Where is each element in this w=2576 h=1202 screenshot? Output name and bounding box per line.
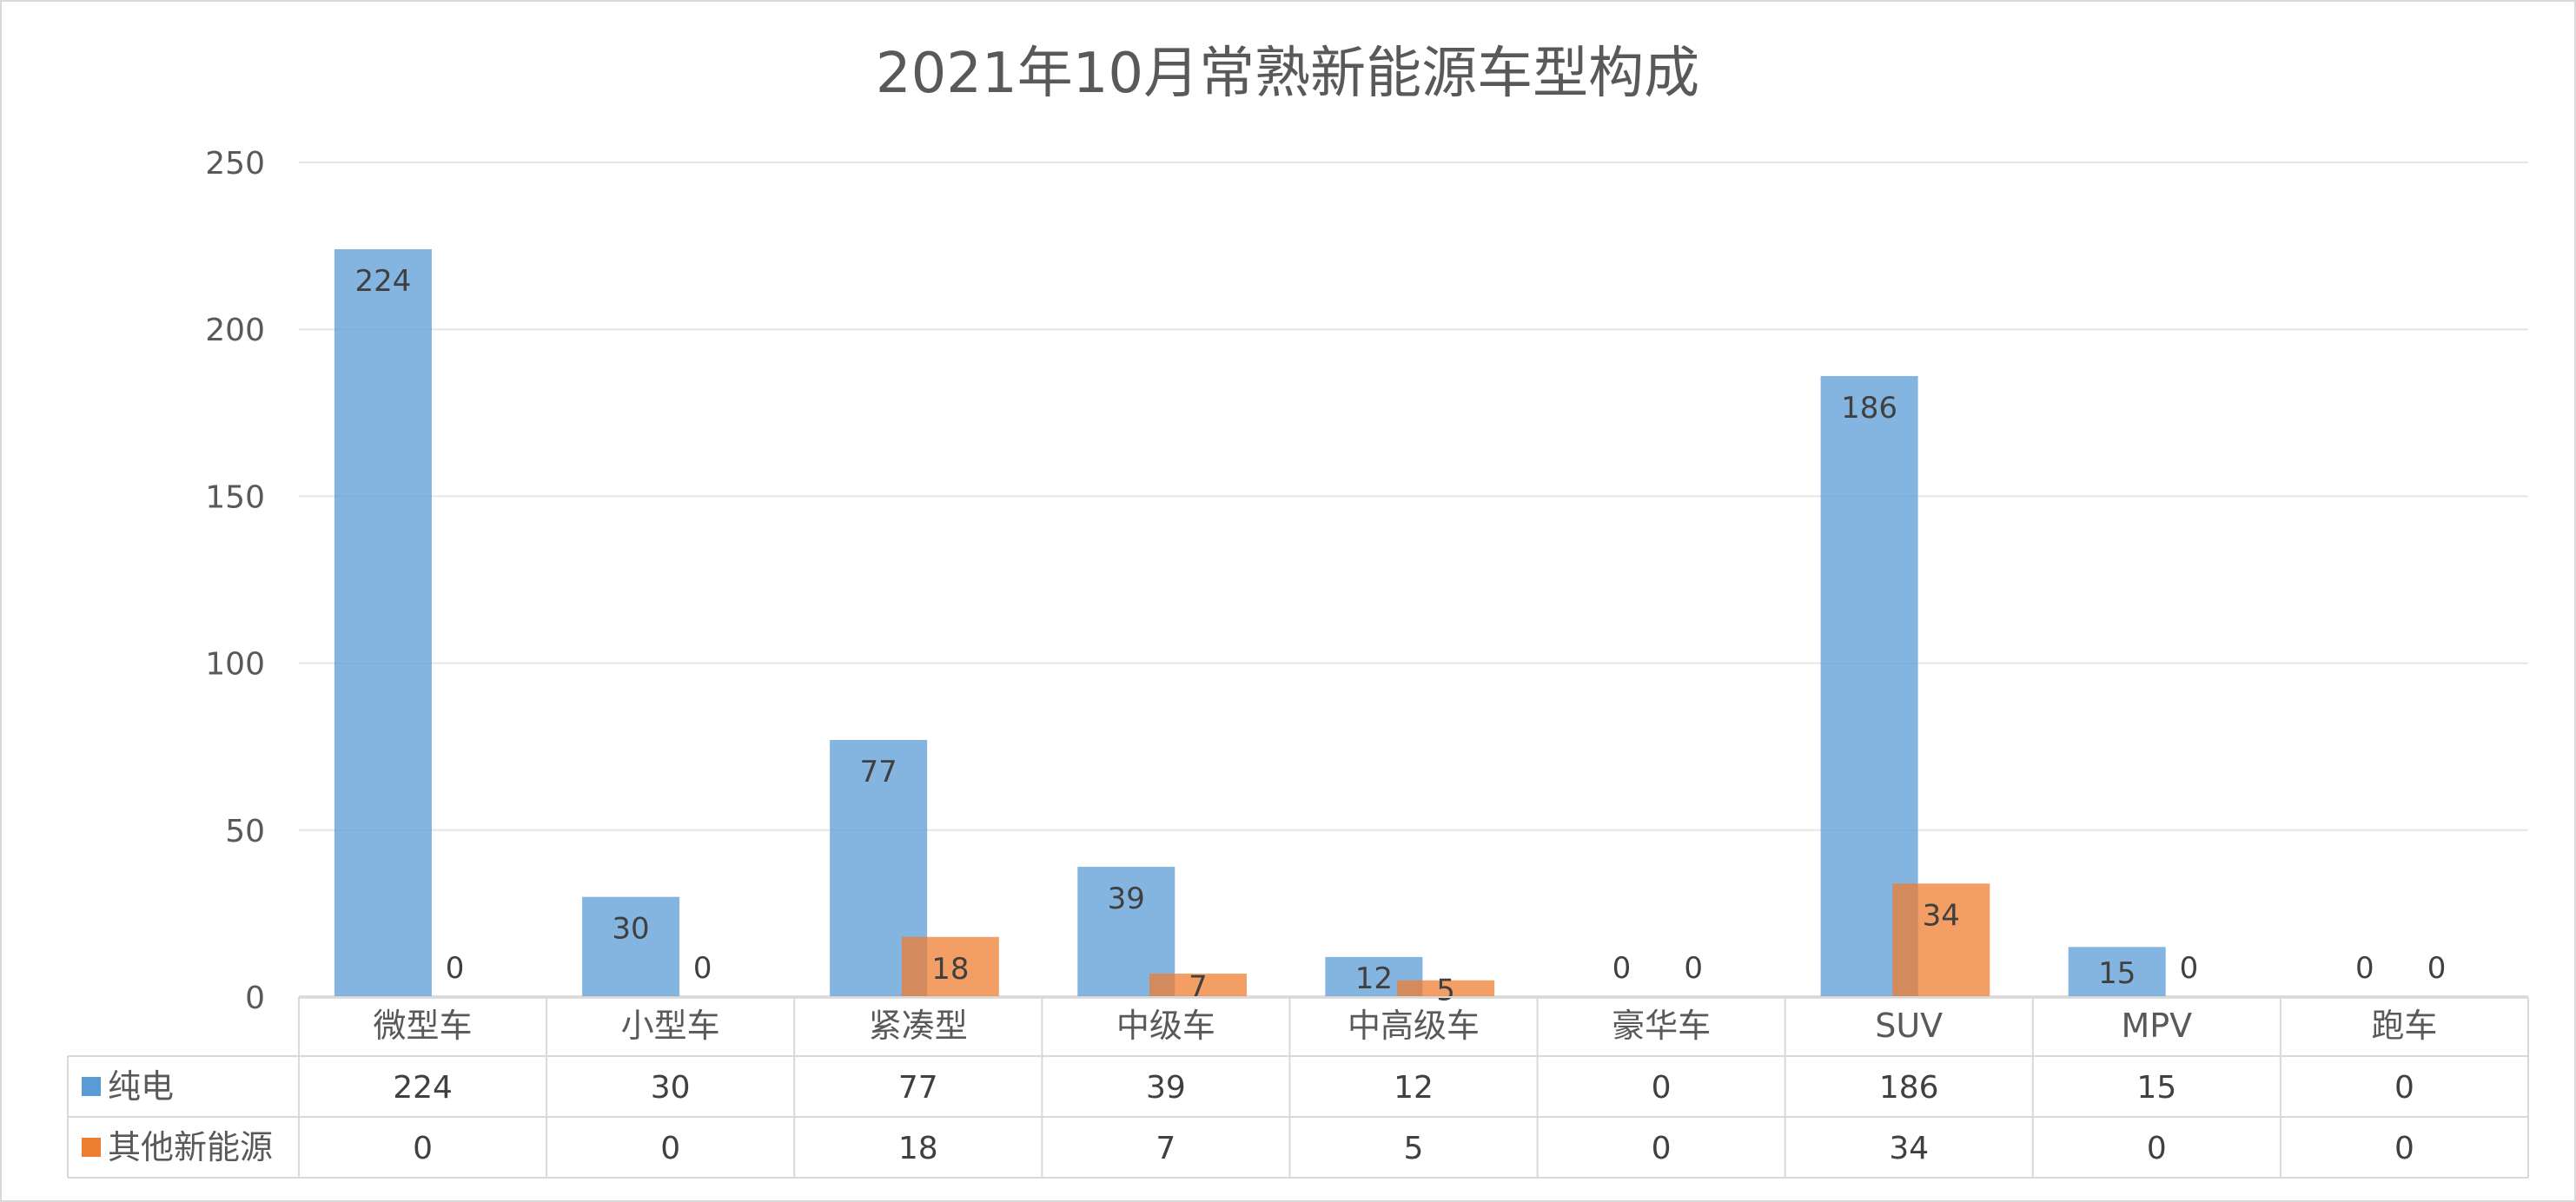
- x-category-label: 紧凑型: [869, 1007, 968, 1045]
- x-category-label: MPV: [2121, 1007, 2192, 1045]
- legend-label: 其他新能源: [108, 1128, 273, 1166]
- legend-label: 纯电: [108, 1067, 174, 1106]
- data-label: 0: [693, 951, 712, 986]
- y-tick-label: 150: [205, 479, 265, 515]
- table-cell: 0: [2147, 1131, 2167, 1166]
- data-label: 15: [2098, 956, 2136, 991]
- data-label: 0: [2355, 951, 2374, 986]
- chart-title: 2021年10月常熟新能源车型构成: [876, 42, 1699, 106]
- y-tick-label: 0: [245, 981, 265, 1016]
- table-cell: 18: [898, 1131, 938, 1166]
- table-cell: 0: [1652, 1070, 1672, 1106]
- table-cell: 0: [2394, 1131, 2414, 1166]
- data-label: 30: [612, 912, 649, 947]
- data-label: 7: [1189, 970, 1208, 1005]
- bar-other-nev: [1149, 974, 1247, 997]
- x-category-label: 中级车: [1116, 1007, 1215, 1045]
- data-label: 0: [1612, 951, 1632, 986]
- table-cell: 34: [1889, 1131, 1929, 1166]
- table-cell: 77: [898, 1070, 938, 1106]
- data-label: 186: [1841, 391, 1897, 426]
- table-cell: 0: [413, 1131, 433, 1166]
- x-category-label: 小型车: [621, 1007, 720, 1045]
- data-label: 224: [354, 264, 411, 299]
- legend-swatch-other-nev: [82, 1138, 101, 1157]
- table-cell: 15: [2136, 1070, 2176, 1106]
- y-tick-label: 200: [205, 313, 265, 348]
- x-category-label: 跑车: [2371, 1007, 2437, 1045]
- bar-other-nev: [1892, 883, 1990, 997]
- y-tick-label: 100: [205, 647, 265, 683]
- table-cell: 5: [1404, 1131, 1424, 1166]
- data-label: 39: [1108, 882, 1145, 916]
- bar-other-nev: [1397, 980, 1495, 997]
- table-cell: 39: [1146, 1070, 1186, 1106]
- table-cell: 0: [660, 1131, 680, 1166]
- data-label: 18: [931, 952, 969, 987]
- table-cell: 0: [2394, 1070, 2414, 1106]
- data-label: 77: [860, 755, 897, 789]
- bar-other-nev: [901, 936, 999, 997]
- bar-pure-ev: [2068, 947, 2166, 997]
- data-label: 0: [446, 951, 465, 986]
- legend-swatch-pure-ev: [82, 1077, 101, 1096]
- table-cell: 186: [1879, 1070, 1939, 1106]
- data-label: 12: [1355, 961, 1393, 996]
- x-category-label: 豪华车: [1612, 1007, 1711, 1045]
- table-cell: 12: [1394, 1070, 1434, 1106]
- bar-pure-ev: [334, 248, 432, 998]
- data-label: 0: [1684, 951, 1703, 986]
- x-category-label: 中高级车: [1348, 1007, 1480, 1045]
- x-category-label: SUV: [1875, 1007, 1943, 1045]
- data-label: 5: [1436, 973, 1455, 1007]
- x-category-label: 微型车: [374, 1007, 473, 1045]
- table-cell: 224: [393, 1070, 453, 1106]
- table-cell: 30: [651, 1070, 691, 1106]
- y-tick-label: 50: [225, 814, 265, 849]
- data-label: 0: [2180, 951, 2199, 986]
- data-label: 34: [1923, 898, 1960, 933]
- bar-pure-ev: [582, 896, 680, 997]
- table-cell: 0: [1652, 1131, 1672, 1166]
- y-tick-label: 250: [205, 146, 265, 182]
- data-label: 0: [2427, 951, 2447, 986]
- table-cell: 7: [1156, 1131, 1175, 1166]
